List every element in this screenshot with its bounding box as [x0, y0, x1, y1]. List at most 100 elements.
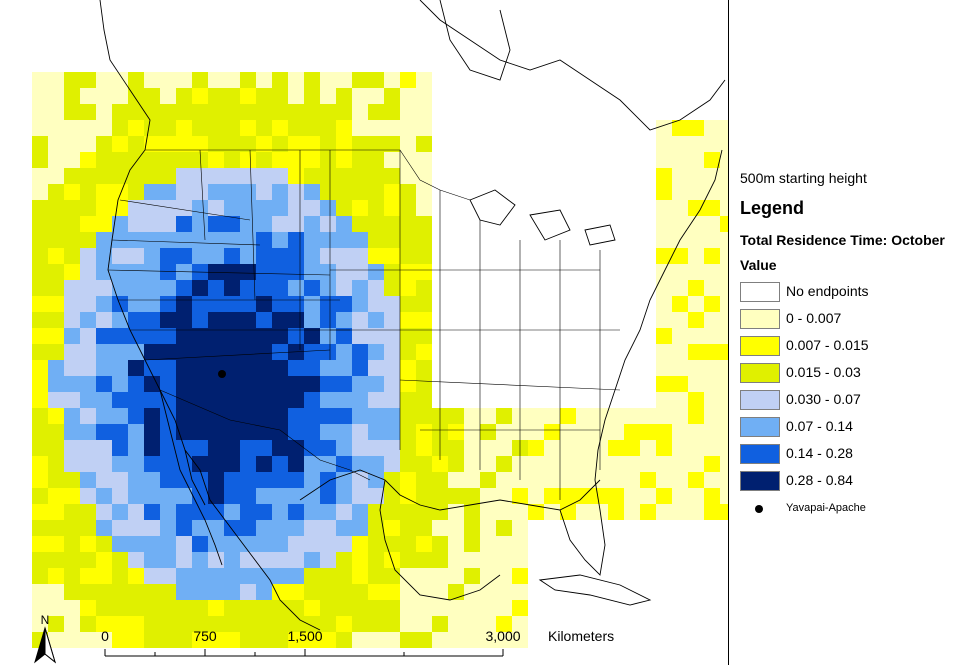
grid-cell [48, 360, 64, 376]
grid-cell [80, 584, 96, 600]
grid-cell [48, 424, 64, 440]
grid-cell [144, 328, 160, 344]
grid-cell [432, 504, 448, 520]
grid-cell [288, 200, 304, 216]
grid-cell [688, 424, 704, 440]
grid-cell [48, 88, 64, 104]
grid-cell [320, 232, 336, 248]
grid-cell [96, 376, 112, 392]
grid-cell [400, 152, 416, 168]
grid-cell [304, 168, 320, 184]
grid-cell [160, 472, 176, 488]
grid-cell [128, 120, 144, 136]
grid-cell [416, 488, 432, 504]
grid-cell [224, 488, 240, 504]
grid-cell [256, 568, 272, 584]
grid-cell [448, 536, 464, 552]
grid-cell [336, 232, 352, 248]
grid-cell [32, 88, 48, 104]
grid-cell [176, 632, 192, 648]
grid-cell [192, 88, 208, 104]
grid-cell [304, 184, 320, 200]
grid-cell [416, 152, 432, 168]
grid-cell [96, 136, 112, 152]
grid-cell [32, 120, 48, 136]
grid-cell [336, 184, 352, 200]
grid-cell [400, 216, 416, 232]
grid-cell [512, 568, 528, 584]
grid-cell [304, 488, 320, 504]
yavapai-apache-point[interactable] [218, 370, 226, 378]
grid-cell [192, 504, 208, 520]
grid-cell [160, 360, 176, 376]
grid-cell [384, 632, 400, 648]
grid-cell [368, 520, 384, 536]
grid-cell [48, 136, 64, 152]
grid-cell [320, 456, 336, 472]
grid-cell [240, 616, 256, 632]
grid-cell [64, 184, 80, 200]
map-canvas[interactable] [0, 0, 728, 665]
grid-cell [96, 328, 112, 344]
grid-cell [672, 280, 688, 296]
map-frame[interactable]: N 0 750 1,500 3,000 Kilometers [0, 0, 729, 665]
grid-cell [368, 248, 384, 264]
grid-cell [368, 408, 384, 424]
grid-cell [720, 184, 728, 200]
grid-cell [352, 152, 368, 168]
grid-cell [112, 168, 128, 184]
grid-cell [224, 88, 240, 104]
grid-cell [192, 216, 208, 232]
grid-cell [496, 600, 512, 616]
grid-cell [432, 600, 448, 616]
grid-cell [224, 424, 240, 440]
grid-cell [240, 264, 256, 280]
grid-cell [560, 408, 576, 424]
grid-cell [688, 136, 704, 152]
grid-cell [368, 120, 384, 136]
grid-cell [336, 168, 352, 184]
grid-cell [416, 280, 432, 296]
grid-cell [288, 216, 304, 232]
grid-cell [208, 488, 224, 504]
grid-cell [272, 152, 288, 168]
grid-cell [416, 264, 432, 280]
grid-cell [272, 360, 288, 376]
grid-cell [336, 424, 352, 440]
grid-cell [96, 296, 112, 312]
grid-cell [256, 88, 272, 104]
grid-cell [48, 312, 64, 328]
grid-cell [400, 120, 416, 136]
grid-cell [80, 280, 96, 296]
grid-cell [144, 360, 160, 376]
grid-cell [48, 120, 64, 136]
grid-cell [192, 136, 208, 152]
grid-cell [64, 632, 80, 648]
grid-cell [416, 72, 432, 88]
grid-cell [208, 472, 224, 488]
grid-cell [352, 104, 368, 120]
grid-cell [160, 216, 176, 232]
grid-cell [208, 424, 224, 440]
grid-cell [352, 568, 368, 584]
grid-cell [64, 248, 80, 264]
grid-cell [688, 488, 704, 504]
legend-class-label: No endpoints [786, 283, 869, 299]
grid-cell [288, 312, 304, 328]
grid-cell [272, 168, 288, 184]
grid-cell [496, 632, 512, 648]
grid-cell [208, 184, 224, 200]
grid-cell [304, 360, 320, 376]
grid-cell [224, 280, 240, 296]
grid-cell [80, 72, 96, 88]
grid-cell [336, 216, 352, 232]
north-arrow-label: N [41, 613, 50, 627]
grid-cell [64, 392, 80, 408]
grid-cell [160, 520, 176, 536]
grid-cell [656, 168, 672, 184]
grid-cell [336, 136, 352, 152]
grid-cell [256, 520, 272, 536]
grid-cell [96, 344, 112, 360]
grid-cell [160, 136, 176, 152]
legend-swatch [740, 444, 780, 464]
